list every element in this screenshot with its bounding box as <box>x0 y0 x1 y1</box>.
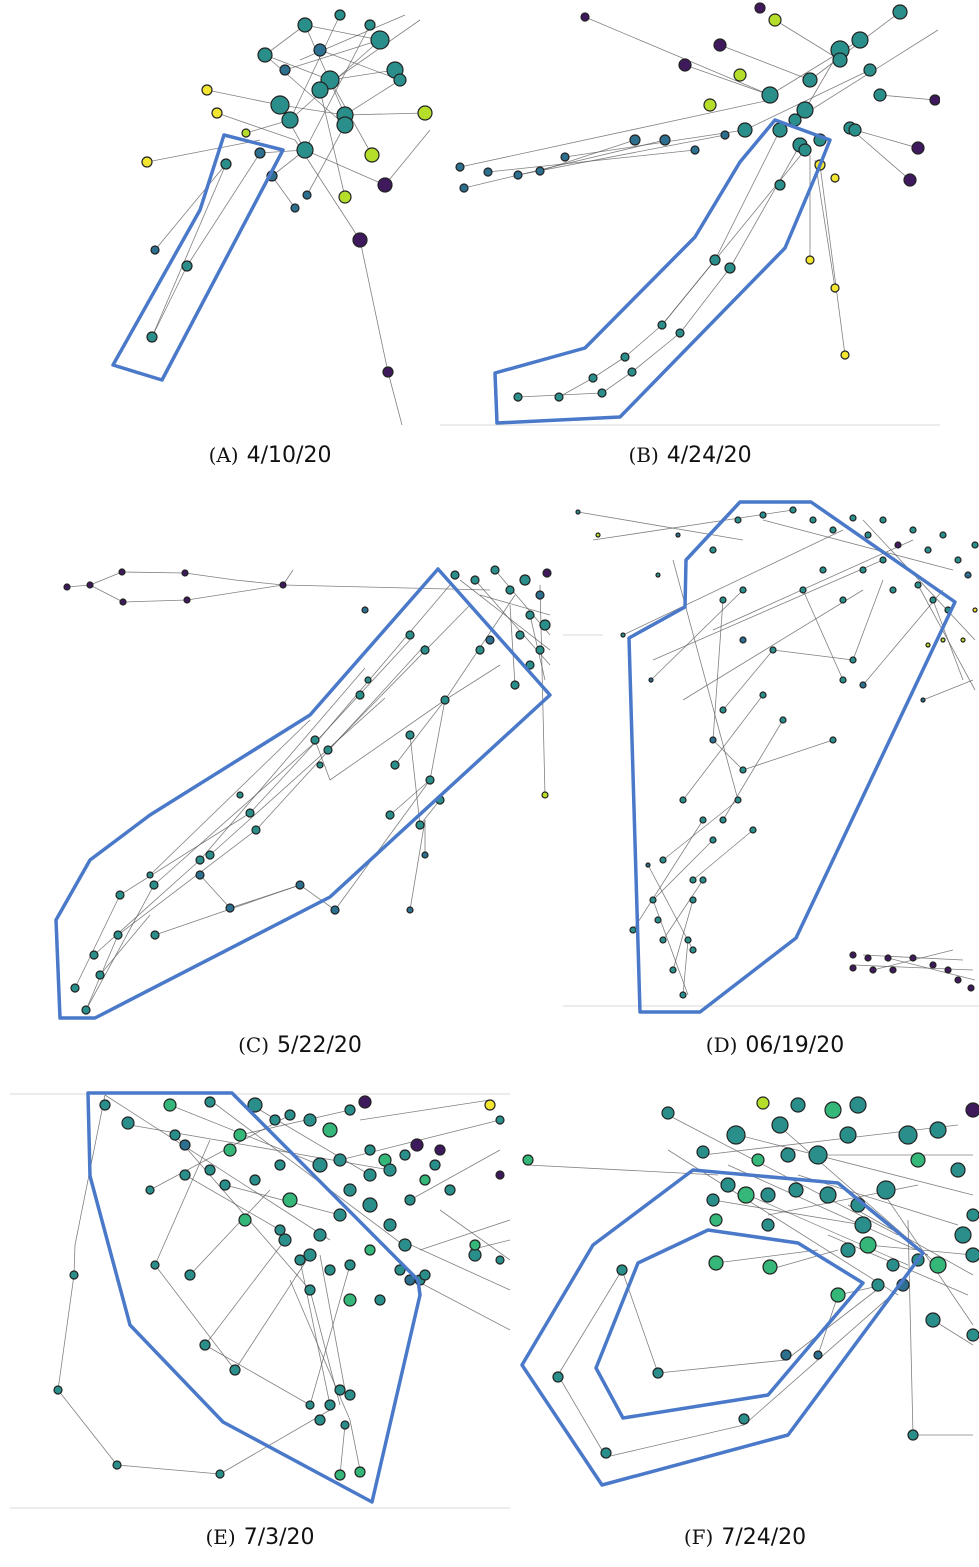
caption-b: (B) 4/24/20 <box>530 443 850 468</box>
caption-d-label: (D) <box>705 1033 738 1057</box>
caption-d-date: 06/19/20 <box>745 1033 845 1058</box>
caption-f-label: (F) <box>683 1525 714 1549</box>
network-graph-e <box>10 1091 510 1509</box>
caption-e: (E) 7/3/20 <box>100 1525 420 1550</box>
highlight-hull-a <box>111 133 285 382</box>
panel-d <box>563 500 979 1020</box>
nodes-e <box>53 1095 505 1481</box>
caption-c: (C) 5/22/20 <box>140 1033 460 1058</box>
network-graph-d <box>563 500 979 1014</box>
nodes-c <box>63 565 552 1015</box>
caption-f: (F) 7/24/20 <box>585 1525 905 1550</box>
edges-a <box>146 14 431 426</box>
nodes-a <box>141 9 433 378</box>
caption-c-label: (C) <box>238 1033 270 1057</box>
caption-a: (A) 4/10/20 <box>110 443 430 468</box>
network-graph-a <box>111 9 433 426</box>
edges-e <box>57 1094 510 1476</box>
network-graph-b <box>440 2 940 426</box>
edges-c <box>66 569 551 1011</box>
highlight-hull-b <box>493 118 832 425</box>
caption-b-label: (B) <box>628 443 659 467</box>
highlight-hull-e <box>86 1091 422 1504</box>
panel-c <box>50 555 560 1025</box>
caption-e-label: (E) <box>205 1525 236 1549</box>
panel-f <box>518 1095 979 1505</box>
panel-e <box>10 1090 510 1520</box>
caption-b-date: 4/24/20 <box>666 443 752 468</box>
caption-a-label: (A) <box>208 443 239 467</box>
nodes-b <box>455 2 940 402</box>
caption-f-date: 7/24/20 <box>721 1525 807 1550</box>
panel-a <box>0 0 440 430</box>
nodes-d <box>575 506 979 999</box>
network-graph-f <box>520 1096 979 1487</box>
caption-e-date: 7/3/20 <box>243 1525 315 1550</box>
edges-d <box>577 509 976 996</box>
nodes-f <box>522 1096 979 1459</box>
highlight-hull-d <box>627 500 957 1014</box>
caption-c-date: 5/22/20 <box>277 1033 362 1058</box>
network-graph-c <box>54 565 552 1020</box>
caption-a-date: 4/10/20 <box>246 443 332 468</box>
highlight-hull-c <box>54 567 552 1020</box>
highlight-hull-f-outer <box>520 1168 925 1487</box>
caption-d: (D) 06/19/20 <box>615 1033 935 1058</box>
panel-b <box>440 0 940 430</box>
highlight-hull-f-inner <box>594 1228 865 1420</box>
edges-f <box>527 1114 974 1458</box>
